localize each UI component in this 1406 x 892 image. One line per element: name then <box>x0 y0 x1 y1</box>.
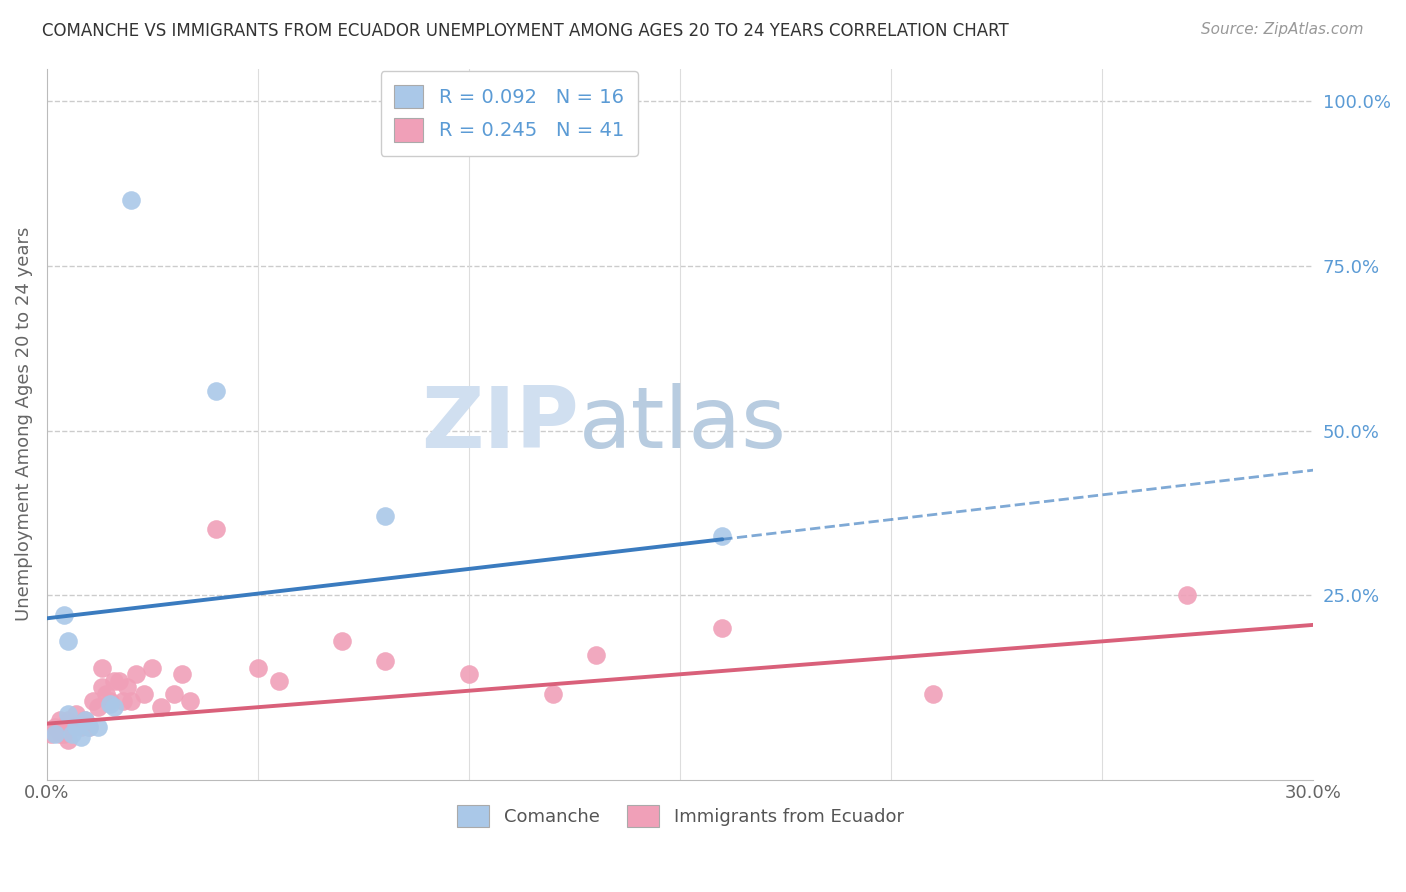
Y-axis label: Unemployment Among Ages 20 to 24 years: Unemployment Among Ages 20 to 24 years <box>15 227 32 621</box>
Point <box>48 714 70 728</box>
Point <box>120 693 142 707</box>
Point <box>170 667 193 681</box>
Point <box>56 714 79 728</box>
Point <box>90 681 112 695</box>
Point <box>73 714 96 728</box>
Point <box>73 714 96 728</box>
Point <box>922 687 945 701</box>
Point <box>103 673 125 688</box>
Text: Source: ZipAtlas.com: Source: ZipAtlas.com <box>1201 22 1364 37</box>
Point <box>77 720 100 734</box>
Point <box>98 697 121 711</box>
Point <box>90 661 112 675</box>
Point <box>65 720 87 734</box>
Point <box>111 693 134 707</box>
Point <box>48 726 70 740</box>
Point <box>711 529 734 543</box>
Point <box>44 726 66 740</box>
Point <box>267 673 290 688</box>
Point <box>115 681 138 695</box>
Point <box>585 648 607 662</box>
Point <box>52 607 75 622</box>
Point <box>82 693 104 707</box>
Point <box>374 509 396 524</box>
Point <box>204 384 226 399</box>
Point <box>94 687 117 701</box>
Point <box>103 700 125 714</box>
Point <box>246 661 269 675</box>
Point <box>204 523 226 537</box>
Text: ZIP: ZIP <box>420 383 579 466</box>
Point <box>374 654 396 668</box>
Text: COMANCHE VS IMMIGRANTS FROM ECUADOR UNEMPLOYMENT AMONG AGES 20 TO 24 YEARS CORRE: COMANCHE VS IMMIGRANTS FROM ECUADOR UNEM… <box>42 22 1010 40</box>
Point <box>543 687 565 701</box>
Point <box>44 720 66 734</box>
Point <box>107 673 129 688</box>
Point <box>77 720 100 734</box>
Point <box>124 667 146 681</box>
Point <box>69 730 91 744</box>
Point <box>52 726 75 740</box>
Point <box>98 693 121 707</box>
Point <box>149 700 172 714</box>
Point <box>711 621 734 635</box>
Text: atlas: atlas <box>579 383 787 466</box>
Point <box>162 687 184 701</box>
Point <box>458 667 481 681</box>
Legend: Comanche, Immigrants from Ecuador: Comanche, Immigrants from Ecuador <box>450 798 911 835</box>
Point <box>86 700 108 714</box>
Point <box>332 634 354 648</box>
Point <box>132 687 155 701</box>
Point <box>179 693 201 707</box>
Point <box>60 726 83 740</box>
Point <box>1175 588 1198 602</box>
Point <box>39 726 62 740</box>
Point <box>60 720 83 734</box>
Point <box>56 706 79 721</box>
Point <box>65 706 87 721</box>
Point <box>141 661 163 675</box>
Point <box>120 193 142 207</box>
Point <box>56 634 79 648</box>
Point <box>86 720 108 734</box>
Point <box>56 733 79 747</box>
Point <box>69 720 91 734</box>
